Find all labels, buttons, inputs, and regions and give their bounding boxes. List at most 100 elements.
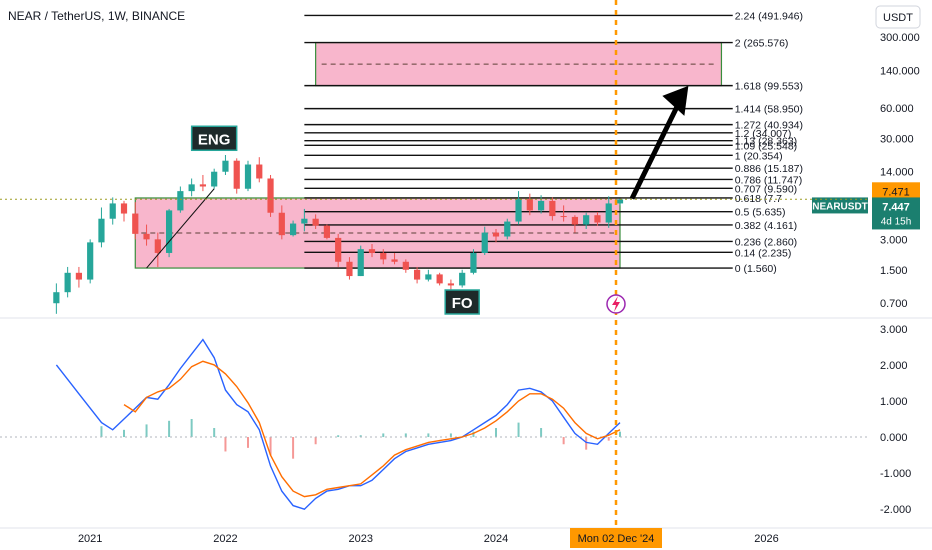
fib-level-label: 0.618 (7.7 bbox=[735, 193, 782, 205]
fib-level-label: 1 (20.354) bbox=[735, 150, 783, 162]
macd-histogram-bar bbox=[562, 437, 565, 445]
price-axis-tick: 1.500 bbox=[880, 265, 908, 277]
candle-body bbox=[301, 218, 308, 224]
overlays: ENG FO bbox=[0, 0, 868, 528]
macd-histogram-bar bbox=[314, 437, 317, 445]
candle-body bbox=[211, 171, 218, 187]
candle-body bbox=[391, 259, 398, 262]
candle-body bbox=[346, 261, 353, 277]
candle-body bbox=[312, 218, 319, 226]
candle-body bbox=[504, 221, 511, 237]
fib-level-label: 0.5 (5.635) bbox=[735, 207, 786, 219]
fib-level-label: 1.13 (28.363) bbox=[735, 136, 797, 148]
candle-body bbox=[154, 239, 161, 253]
macd-histogram-bar bbox=[449, 433, 452, 438]
candle-body bbox=[177, 191, 184, 211]
macd-histogram-bar bbox=[292, 437, 295, 459]
target-zone bbox=[315, 41, 723, 87]
candle-body bbox=[368, 249, 376, 253]
candle-body bbox=[481, 232, 488, 253]
macd-histogram-bar bbox=[123, 429, 125, 438]
axes: 300.000 140.000 60.000 30.000 14.000 3.000 1.5… bbox=[0, 32, 932, 548]
projection-arrow-head bbox=[662, 85, 689, 116]
macd-histogram-bar bbox=[540, 428, 543, 438]
candle-body bbox=[605, 203, 612, 223]
candle-body bbox=[222, 160, 229, 172]
projection-arrow bbox=[629, 98, 683, 200]
price-axis-tick: 140.000 bbox=[880, 66, 920, 78]
fib-level-label: 1.414 (58.950) bbox=[735, 104, 803, 116]
candle-body bbox=[459, 272, 466, 286]
crosshair-price-label: 7.471 bbox=[882, 186, 910, 198]
macd-histogram-bar bbox=[619, 431, 621, 438]
candle-body bbox=[233, 160, 240, 189]
last-price-badge bbox=[872, 197, 920, 230]
candle-body bbox=[402, 261, 409, 270]
candle-body bbox=[537, 200, 545, 211]
time-axis-tick: 2022 bbox=[213, 533, 237, 545]
candle-body bbox=[492, 232, 500, 237]
fib-level-label: 0 (1.560) bbox=[735, 263, 777, 275]
macd-histogram-bar bbox=[382, 433, 385, 438]
macd-axis-tick: -2.000 bbox=[880, 504, 911, 516]
macd-histogram-bar bbox=[404, 433, 407, 438]
annotation-label: ENG bbox=[198, 131, 231, 148]
macd-axis-tick: 2.000 bbox=[880, 360, 908, 372]
macd-pane[interactable] bbox=[0, 338, 868, 510]
candle-body bbox=[132, 213, 139, 234]
candle-body bbox=[143, 233, 150, 240]
macd-histogram-bar bbox=[145, 424, 148, 438]
fib-level-label: 1.09 (25.548) bbox=[735, 140, 797, 152]
macd-histogram-bar bbox=[190, 419, 193, 438]
macd-line bbox=[55, 338, 621, 510]
candle-body bbox=[98, 218, 105, 243]
macd-histogram-bar bbox=[427, 433, 430, 438]
macd-axis-tick: 3.000 bbox=[880, 324, 908, 336]
fib-level-label: 0.382 (4.161) bbox=[735, 220, 797, 232]
candle-body bbox=[256, 164, 263, 179]
candle-body bbox=[244, 164, 252, 189]
candle-body bbox=[357, 249, 364, 277]
macd-histogram-bar bbox=[213, 428, 216, 438]
candle-body bbox=[594, 215, 601, 223]
price-axis-tick: 14.000 bbox=[880, 167, 914, 179]
candle-body bbox=[549, 200, 556, 217]
time-axis-tick: 2024 bbox=[484, 533, 508, 545]
currency-label: USDT bbox=[883, 12, 913, 24]
macd-histogram-bar bbox=[585, 437, 588, 450]
signal-line bbox=[123, 360, 621, 498]
candle-body bbox=[470, 252, 477, 273]
candle-body bbox=[199, 184, 207, 187]
macd-histogram-bar bbox=[247, 437, 249, 448]
price-axis-tick: 30.000 bbox=[880, 133, 914, 145]
fib-level-label: 1.272 (40.934) bbox=[735, 120, 803, 132]
candle-body bbox=[120, 203, 128, 214]
fib-level-label: 0.707 (9.590) bbox=[735, 183, 797, 195]
cursor-date-label: Mon 02 Dec '24 bbox=[578, 533, 655, 545]
macd-histogram-bar bbox=[472, 431, 475, 438]
macd-histogram-bar bbox=[495, 428, 497, 438]
candle-body bbox=[425, 274, 432, 280]
candle-body bbox=[526, 199, 533, 211]
candle-body bbox=[616, 199, 624, 204]
fib-level-label: 0.14 (2.235) bbox=[735, 247, 792, 259]
currency-button[interactable]: USDT bbox=[875, 5, 921, 29]
cursor-date-badge bbox=[570, 528, 662, 548]
annotation-label: FO bbox=[452, 295, 473, 312]
price-axis-tick: 0.700 bbox=[880, 298, 908, 310]
macd-histogram-bar bbox=[269, 437, 272, 456]
candle-body bbox=[289, 223, 297, 236]
symbol-title: NEAR / TetherUS, 1W, BINANCE bbox=[8, 9, 185, 23]
fib-level-label: 0.886 (15.187) bbox=[735, 163, 803, 175]
price-axis-tick: 60.000 bbox=[880, 103, 914, 115]
candle-body bbox=[560, 216, 567, 218]
symbol-badge-label: NEARUSDT bbox=[812, 201, 868, 212]
time-axis-tick: 2026 bbox=[754, 533, 778, 545]
candle-body bbox=[583, 215, 590, 225]
last-price-value: 7.447 bbox=[882, 201, 910, 213]
time-axis-tick: 2023 bbox=[348, 533, 372, 545]
price-pane[interactable]: 2.24 (491.946) 2 (265.576) 1.618 (99.553) 1… bbox=[53, 10, 803, 314]
trend-line bbox=[146, 188, 215, 269]
macd-axis-tick: 1.000 bbox=[880, 396, 908, 408]
